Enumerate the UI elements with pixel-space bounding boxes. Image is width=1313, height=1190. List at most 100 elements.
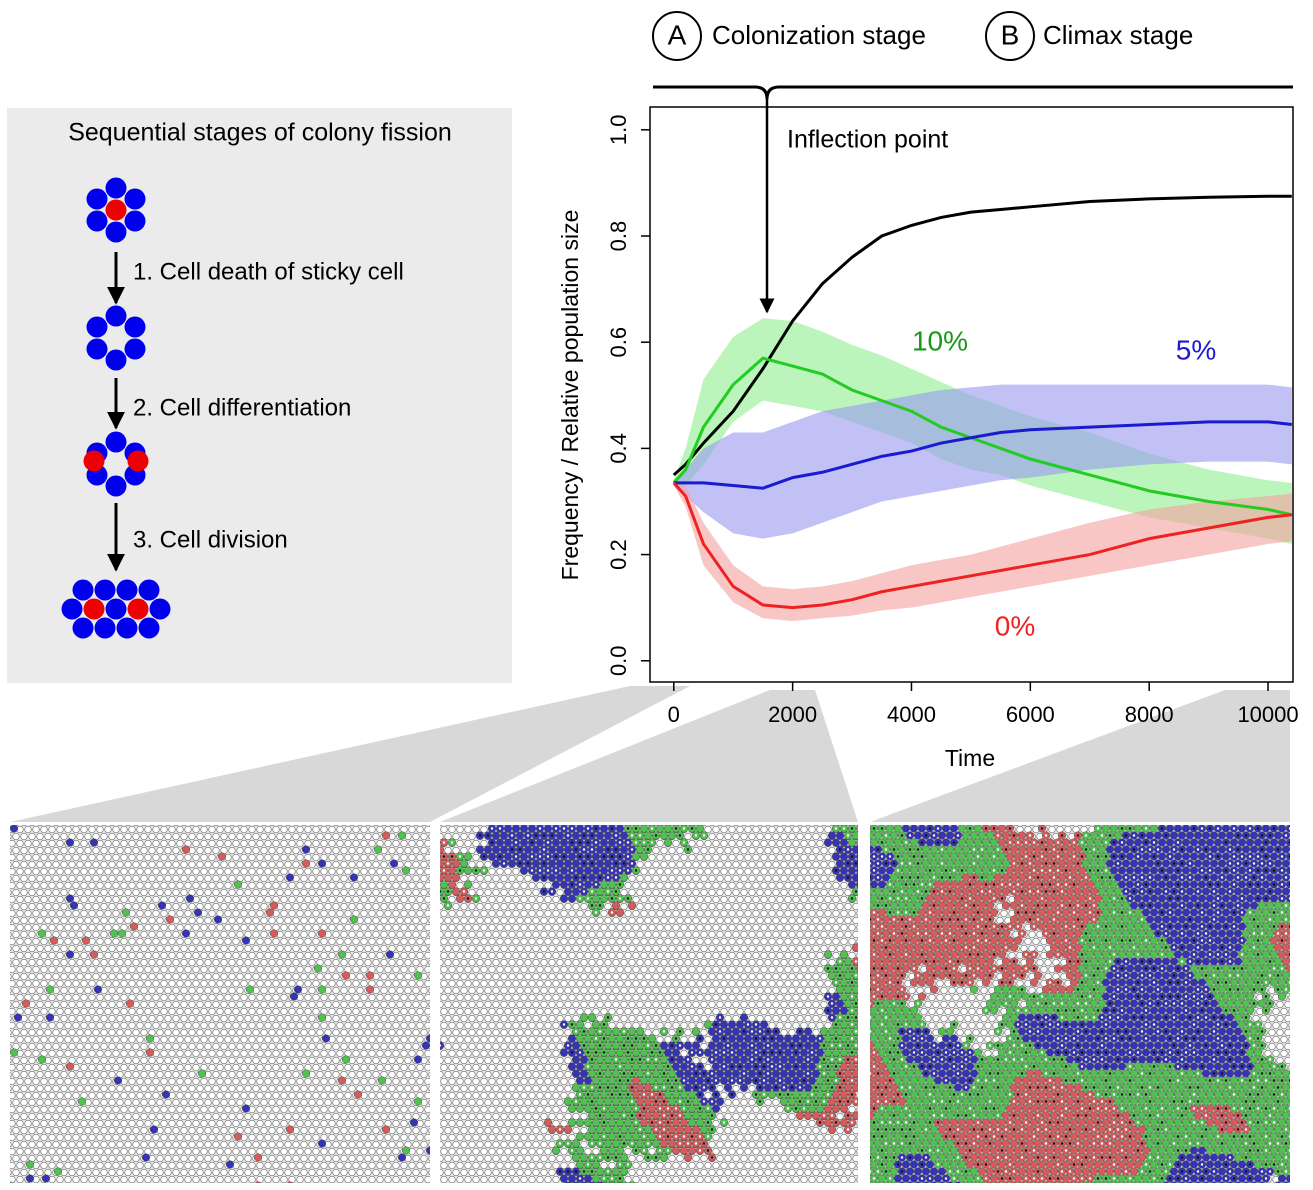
cell (866, 930, 874, 938)
cell-core (1065, 883, 1067, 885)
cell-core (583, 862, 585, 864)
cell (748, 1070, 756, 1078)
cell (926, 1035, 934, 1043)
cell (448, 881, 456, 889)
cell-core (1257, 939, 1259, 941)
cell-core (791, 1044, 793, 1046)
cell-core (1081, 939, 1083, 941)
cell (954, 972, 962, 980)
cell (918, 1091, 926, 1099)
cell-core (1205, 1044, 1207, 1046)
cell (886, 1007, 894, 1015)
cell (1242, 1000, 1250, 1008)
cell-core (961, 1051, 963, 1053)
cell (1206, 965, 1214, 973)
cell (1114, 916, 1122, 924)
cell (512, 825, 520, 833)
cell (796, 1112, 804, 1120)
cell (1150, 895, 1158, 903)
cell (1122, 916, 1130, 924)
cell-core (643, 1135, 645, 1137)
cell (1010, 874, 1018, 882)
cell-core (917, 1044, 919, 1046)
cell-core (877, 904, 879, 906)
cell (588, 1028, 596, 1036)
cell-core (897, 855, 899, 857)
cell-core (913, 1121, 915, 1123)
cell (1014, 1077, 1022, 1085)
cell-core (1293, 1128, 1295, 1130)
cell (1054, 923, 1062, 931)
cell (1166, 1021, 1174, 1029)
cell-core (957, 1128, 959, 1130)
cell-core (1037, 1002, 1039, 1004)
cell-core (893, 1100, 895, 1102)
cell (1134, 839, 1142, 847)
cell-core (647, 1142, 649, 1144)
cell (894, 825, 902, 833)
cell-core (835, 869, 837, 871)
cell-core (1137, 995, 1139, 997)
cell-core (921, 883, 923, 885)
cell-core (1153, 967, 1155, 969)
cell-core (965, 932, 967, 934)
cell-core (1057, 1051, 1059, 1053)
cell (572, 832, 580, 840)
cell-core (997, 1030, 999, 1032)
cell (1090, 1042, 1098, 1050)
cell (1178, 1126, 1186, 1134)
cell-core (1029, 834, 1031, 836)
cell (898, 1014, 906, 1022)
cell-core (1285, 1128, 1287, 1130)
cell (1162, 1070, 1170, 1078)
cell (126, 1000, 134, 1008)
cell-core (631, 834, 633, 836)
cell (1138, 1098, 1146, 1106)
cell-core (827, 1093, 829, 1095)
cell (1010, 944, 1018, 952)
cell (696, 1119, 704, 1127)
cell (958, 1133, 966, 1141)
cell (1278, 993, 1286, 1001)
cell-core (877, 1072, 879, 1074)
cell (890, 986, 898, 994)
cell (1150, 1133, 1158, 1141)
cell-core (1253, 862, 1255, 864)
cell-core (639, 1058, 641, 1060)
cell (604, 1126, 612, 1134)
cell-core (1105, 939, 1107, 941)
cell (294, 986, 302, 994)
cell (1146, 930, 1154, 938)
cell (414, 1056, 422, 1064)
cell (1030, 979, 1038, 987)
cell-core (1009, 925, 1011, 927)
cell (946, 846, 954, 854)
cell (812, 1056, 820, 1064)
cell (1258, 916, 1266, 924)
cell-core (945, 869, 947, 871)
cell (1018, 1014, 1026, 1022)
cell (1202, 888, 1210, 896)
cell (1206, 1119, 1214, 1127)
cell (596, 1168, 604, 1176)
cell (1066, 1070, 1074, 1078)
cell (998, 1049, 1006, 1057)
cell-core (759, 1100, 761, 1102)
cell (1202, 958, 1210, 966)
cell (616, 1035, 624, 1043)
cell (1098, 888, 1106, 896)
cell-core (1109, 1086, 1111, 1088)
cell-core (961, 1065, 963, 1067)
cell (488, 853, 496, 861)
series-label: 10% (912, 325, 968, 356)
cell (856, 1063, 864, 1071)
cell (878, 1077, 886, 1085)
cell (576, 1133, 584, 1141)
cell (894, 1133, 902, 1141)
cell (1158, 1007, 1166, 1015)
cell-core (1073, 1079, 1075, 1081)
cell-core (1085, 974, 1087, 976)
cell (628, 902, 636, 910)
cell-core (675, 1037, 677, 1039)
cell (874, 888, 882, 896)
